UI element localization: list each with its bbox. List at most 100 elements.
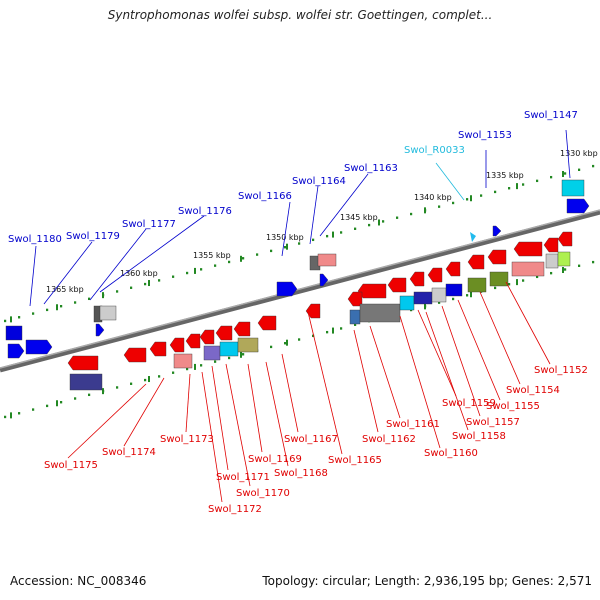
lower-scaffold-tick — [148, 376, 150, 383]
lower-scaffold-tick — [240, 351, 242, 358]
lower-scaffold-dot — [522, 279, 525, 282]
forward-gene — [5, 325, 23, 341]
kbp-label: 1340 kbp — [414, 193, 452, 202]
forward-gene — [319, 273, 329, 287]
reverse-gene — [467, 277, 487, 293]
gene-label: Swol_1157 — [466, 417, 520, 428]
leader-line — [417, 309, 457, 397]
upper-scaffold-tick — [424, 207, 426, 214]
upper-scaffold-tick — [240, 255, 242, 262]
gene-label: Swol_1175 — [44, 460, 98, 471]
reverse-gene — [487, 249, 507, 265]
reverse-gene — [513, 241, 543, 257]
upper-scaffold-tick — [286, 243, 288, 250]
upper-scaffold-tick — [378, 219, 380, 226]
gene-label: Swol_1170 — [236, 488, 290, 499]
reverse-gene — [215, 325, 233, 341]
upper-scaffold-dot — [88, 297, 91, 301]
leader-line — [353, 329, 379, 433]
gene-label: Swol_1179 — [66, 231, 120, 242]
lower-scaffold-dot — [438, 301, 441, 304]
gene-label: Swol_1173 — [160, 434, 214, 445]
upper-scaffold-dot — [452, 201, 455, 205]
upper-scaffold-dot — [214, 264, 217, 267]
kbp-label: 1355 kbp — [193, 251, 231, 260]
reverse-gene — [185, 333, 201, 349]
reverse-gene — [445, 283, 463, 297]
upper-scaffold-dot — [32, 312, 35, 315]
gene-label: Swol_1165 — [328, 455, 382, 466]
kbp-label: 1365 kbp — [46, 285, 84, 294]
leader-line — [211, 365, 229, 471]
gene-label: Swol_1169 — [248, 454, 302, 465]
lower-scaffold-dot — [270, 345, 273, 349]
gene-label: Swol_1176 — [178, 206, 232, 217]
upper-scaffold-dot — [438, 205, 441, 208]
upper-scaffold-dot — [396, 216, 399, 219]
upper-scaffold-dot — [228, 260, 231, 264]
gene-label: Swol_1163 — [344, 163, 398, 174]
upper-scaffold-dot — [46, 308, 49, 312]
lower-scaffold-tick — [516, 279, 518, 286]
lower-scaffold-dot — [60, 401, 63, 404]
upper-scaffold-dot — [494, 190, 497, 194]
gene-label: Swol_1174 — [102, 447, 156, 458]
lower-scaffold-dot — [158, 375, 161, 378]
reverse-gene — [557, 231, 573, 247]
lower-scaffold-dot — [354, 323, 357, 326]
gene-label: Swol_1164 — [292, 176, 346, 187]
leader-line — [247, 363, 263, 453]
lower-scaffold-dot — [466, 294, 469, 297]
upper-scaffold-dot — [74, 301, 77, 304]
lower-scaffold-dot — [4, 415, 7, 419]
lower-scaffold-dot — [564, 268, 567, 271]
upper-scaffold-dot — [130, 286, 133, 289]
leader-line — [479, 291, 521, 385]
lower-scaffold-dot — [452, 297, 455, 301]
gene-label: Swol_1177 — [122, 219, 176, 230]
reverse-gene — [123, 347, 147, 363]
lower-scaffold-dot — [242, 353, 245, 356]
leader-line — [307, 311, 343, 455]
leader-line — [309, 185, 319, 245]
reverse-gene — [347, 291, 363, 307]
upper-scaffold-dot — [270, 249, 273, 253]
kbp-label: 1345 kbp — [340, 213, 378, 222]
lower-scaffold-dot — [550, 271, 553, 275]
kbp-label: 1335 kbp — [486, 171, 524, 180]
reverse-gene — [233, 321, 251, 337]
forward-gene — [7, 343, 25, 359]
upper-scaffold-dot — [354, 227, 357, 230]
leader-line — [123, 377, 165, 447]
reverse-gene — [511, 261, 545, 277]
reverse-gene — [237, 337, 259, 353]
gene-label: Swol_1158 — [452, 431, 506, 442]
lower-scaffold-tick — [102, 388, 104, 395]
reverse-gene — [543, 237, 559, 253]
genome-backbone-highlight — [0, 209, 600, 369]
upper-scaffold-tick — [102, 292, 104, 299]
lower-scaffold-dot — [46, 404, 49, 408]
lower-scaffold-tick — [10, 412, 12, 419]
gene-label: Swol_R0033 — [404, 145, 465, 156]
gene-label: Swol_1152 — [534, 365, 588, 376]
lower-scaffold-dot — [340, 327, 343, 330]
leader-line — [99, 215, 205, 293]
upper-scaffold-dot — [186, 271, 189, 275]
lower-scaffold-dot — [32, 408, 35, 411]
rna-gene — [561, 179, 585, 197]
topology-text: Topology: circular; Length: 2,936,195 bp… — [262, 574, 592, 588]
lower-scaffold-dot — [172, 371, 175, 374]
reverse-gene — [427, 267, 443, 283]
reverse-gene — [359, 303, 401, 323]
upper-scaffold-dot — [592, 164, 595, 168]
reverse-gene — [409, 271, 425, 287]
lower-scaffold-dot — [228, 356, 231, 360]
reverse-gene — [357, 283, 387, 299]
upper-scaffold-dot — [312, 238, 315, 242]
lower-scaffold-dot — [592, 260, 595, 264]
genome-backbone — [0, 209, 600, 373]
lower-scaffold-dot — [494, 286, 497, 290]
gene-label: Swol_1172 — [208, 504, 262, 515]
